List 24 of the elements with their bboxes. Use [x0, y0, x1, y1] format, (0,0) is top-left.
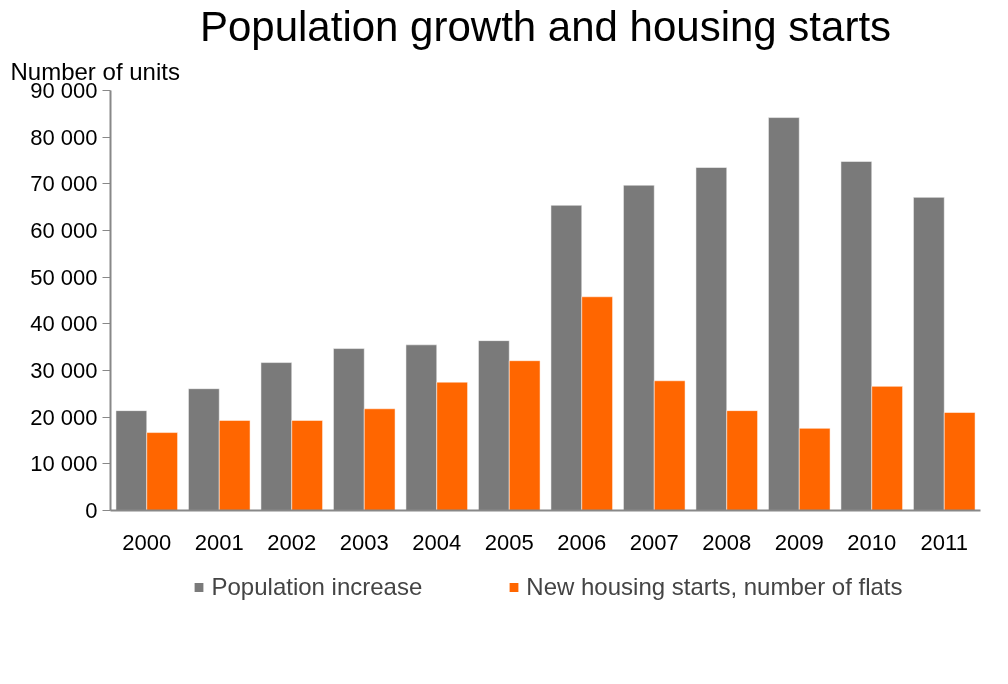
y-tick-label: 50 000 [30, 264, 98, 290]
y-tick-label: 0 [85, 498, 98, 523]
x-tick-label: 2008 [702, 529, 752, 555]
y-tick-label: 70 000 [30, 171, 98, 197]
x-tick-label: 2001 [194, 529, 244, 555]
x-tick-label: 2011 [920, 529, 968, 555]
y-tick-label: 10 000 [30, 451, 98, 477]
y-tick-label: 40 000 [30, 311, 98, 337]
x-tick-label: 2004 [412, 529, 462, 555]
x-tick-label: 2003 [339, 529, 389, 555]
y-tick-label: 80 000 [30, 124, 98, 150]
x-tick-label: 2010 [847, 529, 897, 555]
x-tick-label: 2005 [484, 529, 534, 555]
y-tick-label: 30 000 [30, 358, 98, 383]
x-tick-label: 2007 [629, 529, 679, 555]
legend-label: New housing starts, number of flats [526, 573, 903, 601]
x-tick-label: 2006 [557, 529, 607, 555]
legend-label: Population increase [211, 573, 423, 601]
y-tick-label: 20 000 [30, 404, 98, 430]
x-tick-label: 2009 [774, 529, 824, 555]
x-tick-label: 2000 [122, 529, 172, 555]
y-tick-label: 60 000 [30, 218, 98, 243]
chart-title: Population growth and housing starts [199, 2, 892, 50]
x-tick-label: 2002 [267, 529, 317, 555]
